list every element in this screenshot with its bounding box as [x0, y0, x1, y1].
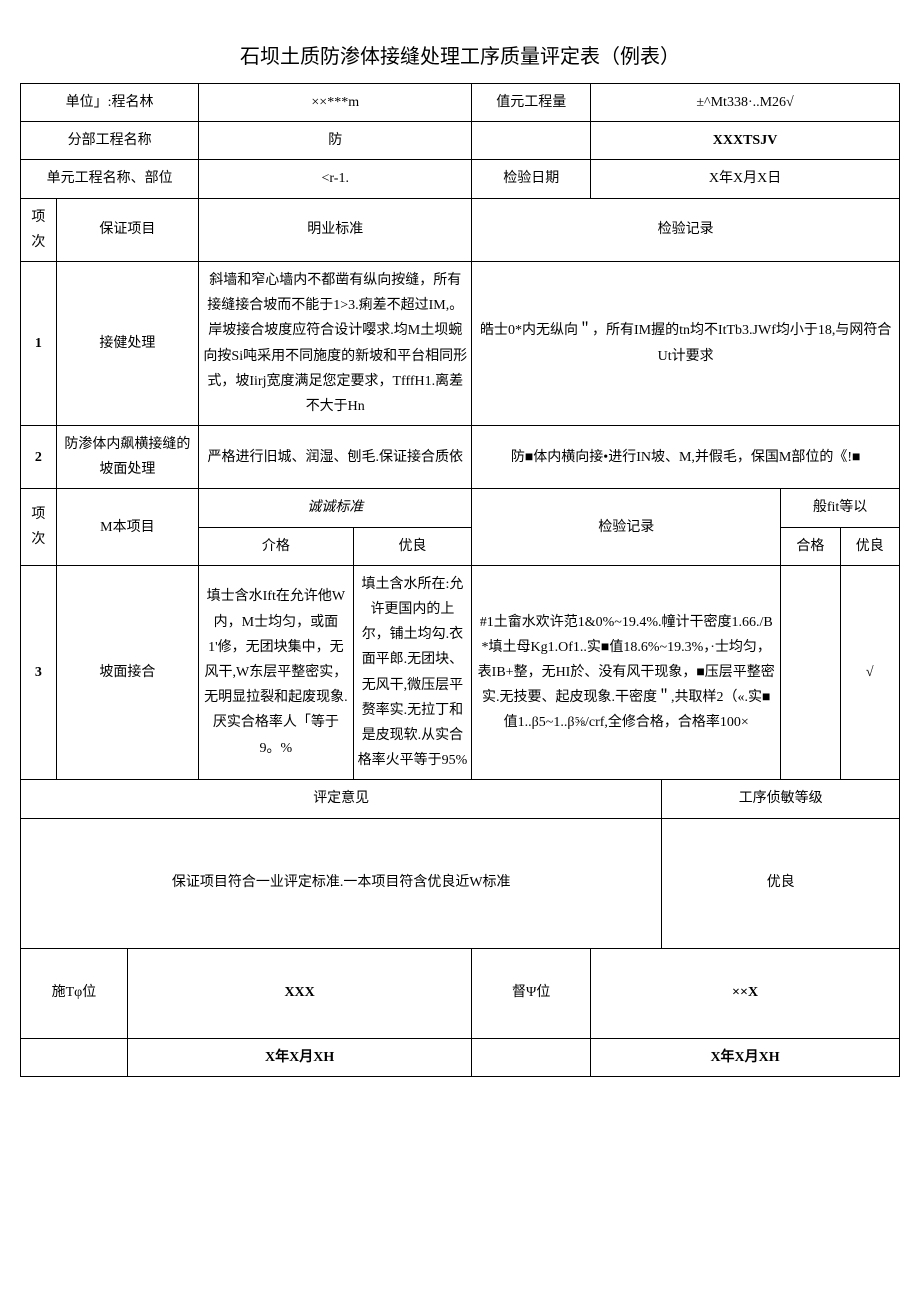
construction-date: X年X月XH	[127, 1038, 471, 1076]
blank-cell	[472, 122, 591, 160]
record2-header: 检验记录	[472, 489, 781, 565]
guarantee-row-2: 2 防渗体内飙横接缝的坡面处理 严格进行旧城、润湿、刨毛.保证接合质依 防■体内…	[21, 426, 900, 489]
signature-row: 施Tφ位 XXX 督Ψ位 ××X	[21, 948, 900, 1038]
row3-excel: 填土含水所在:允许更国内的上尔，铺土均勾.衣面平郎.无团块、无风干,微压层平赘率…	[353, 565, 472, 780]
header-row-3: 单元工程名称、部位 <r-1. 检验日期 X年X月X日	[21, 160, 900, 198]
supervision-unit-label: 督Ψ位	[472, 948, 591, 1038]
row3-num: 3	[21, 565, 57, 780]
row3-rec: #1土畲水欢许范1&0%~19.4%.幢计干密度1.66./B*填土母Kg1.O…	[472, 565, 781, 780]
inspect-date-label: 检验日期	[472, 160, 591, 198]
page-title: 石坝土质防渗体接缝处理工序质量评定表（例表）	[20, 40, 900, 69]
seq2-header: 项次	[21, 489, 57, 565]
guarantee-item-header: 保证项目	[56, 198, 199, 261]
eval-header-row: 评定意见 工序侦敏等级	[21, 780, 900, 818]
eval-content-row: 保证项目符合一业评定标准.一本项目符含优良近W标准 优良	[21, 818, 900, 948]
evaluation-table: 单位」:程名林 ××***m 值元工程量 ±^Mt338·..M26√ 分部工程…	[20, 83, 900, 1077]
row2-name: 防渗体内飙横接缝的坡面处理	[56, 426, 199, 489]
inspect-date-value: X年X月X日	[591, 160, 900, 198]
contractor-value: XXXTSJV	[591, 122, 900, 160]
guarantee-header: 项次 保证项目 明业标准 检验记录	[21, 198, 900, 261]
standard-header: 明业标准	[199, 198, 472, 261]
basic-item-header: M本项目	[56, 489, 199, 565]
division-value: 防	[199, 122, 472, 160]
row2-num: 2	[21, 426, 57, 489]
supervision-date: X年X月XH	[591, 1038, 900, 1076]
std2-header: 诚诚标准	[199, 489, 472, 527]
basic-header-1: 项次 M本项目 诚诚标准 检验记录 般fit等以	[21, 489, 900, 527]
row1-name: 接健处理	[56, 261, 199, 425]
date-row: X年X月XH X年X月XH	[21, 1038, 900, 1076]
unit-qty-value: ±^Mt338·..M26√	[591, 84, 900, 122]
seq-header: 项次	[21, 198, 57, 261]
row3-qual-mark	[781, 565, 840, 780]
eval-grade: 优良	[662, 818, 900, 948]
unit-qty-label: 值元工程量	[472, 84, 591, 122]
header-row-1: 单位」:程名林 ××***m 值元工程量 ±^Mt338·..M26√	[21, 84, 900, 122]
division-label: 分部工程名称	[21, 122, 199, 160]
unit-name-value: <r-1.	[199, 160, 472, 198]
construction-unit-name: XXX	[127, 948, 471, 1038]
qual2-header: 合格	[781, 527, 840, 565]
row3-qual: 填士含水Ift在允许他W内，M士均匀，或面1'修，无团块集中，无风干,W东层平整…	[199, 565, 353, 780]
construction-unit-label: 施Tφ位	[21, 948, 128, 1038]
blank-r	[472, 1038, 591, 1076]
eval-grade-header: 工序侦敏等级	[662, 780, 900, 818]
excel-header: 优良	[353, 527, 472, 565]
row2-std: 严格进行旧城、润湿、刨毛.保证接合质依	[199, 426, 472, 489]
row1-num: 1	[21, 261, 57, 425]
row1-std: 斜墙和窄心墙内不都凿有纵向按缝，所有接缝接合坡而不能于1>3.痢差不超过IM,。…	[199, 261, 472, 425]
qual-header: 介格	[199, 527, 353, 565]
row3-name: 坡面接合	[56, 565, 199, 780]
page: 石坝土质防渗体接缝处理工序质量评定表（例表） 单位」:程名林 ××***m 值元…	[20, 40, 900, 1077]
record-header: 检验记录	[472, 198, 900, 261]
eval-opinion: 保证项目符合一业评定标准.一本项目符含优良近W标准	[21, 818, 662, 948]
unit-name-label: 单元工程名称、部位	[21, 160, 199, 198]
guarantee-row-1: 1 接健处理 斜墙和窄心墙内不都凿有纵向按缝，所有接缝接合坡而不能于1>3.痢差…	[21, 261, 900, 425]
eval-opinion-header: 评定意见	[21, 780, 662, 818]
row1-rec: 皓士0*内无纵向＂，所有IM握的tn均不ItTb3.JWf均小于18,与网符合U…	[472, 261, 900, 425]
basic-row-1: 3 坡面接合 填士含水Ift在允许他W内，M士均匀，或面1'修，无团块集中，无风…	[21, 565, 900, 780]
supervision-unit-name: ××X	[591, 948, 900, 1038]
row3-excel-mark: √	[840, 565, 899, 780]
unit-project-label: 单位」:程名林	[21, 84, 199, 122]
fit-header: 般fit等以	[781, 489, 900, 527]
blank-l	[21, 1038, 128, 1076]
unit-project-value: ××***m	[199, 84, 472, 122]
header-row-2: 分部工程名称 防 XXXTSJV	[21, 122, 900, 160]
excel2-header: 优良	[840, 527, 899, 565]
row2-rec: 防■体内横向接•进行IN坡、M,并假毛，保国M部位的《!■	[472, 426, 900, 489]
